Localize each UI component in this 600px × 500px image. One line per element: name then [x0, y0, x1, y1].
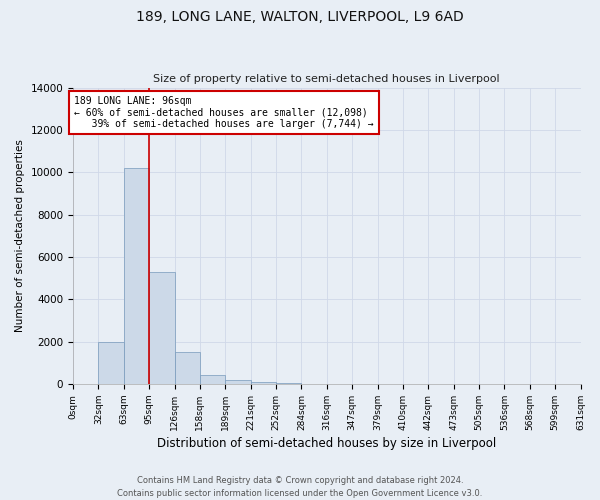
- Text: 189 LONG LANE: 96sqm
← 60% of semi-detached houses are smaller (12,098)
   39% o: 189 LONG LANE: 96sqm ← 60% of semi-detac…: [74, 96, 374, 129]
- Y-axis label: Number of semi-detached properties: Number of semi-detached properties: [15, 140, 25, 332]
- Bar: [98, 342, 124, 384]
- Bar: [251, 382, 276, 384]
- Text: 189, LONG LANE, WALTON, LIVERPOOL, L9 6AD: 189, LONG LANE, WALTON, LIVERPOOL, L9 6A…: [136, 10, 464, 24]
- Bar: [149, 272, 175, 384]
- Title: Size of property relative to semi-detached houses in Liverpool: Size of property relative to semi-detach…: [154, 74, 500, 84]
- Bar: [200, 375, 225, 384]
- Bar: [225, 380, 251, 384]
- Bar: [276, 383, 301, 384]
- Bar: [124, 168, 149, 384]
- Text: Contains HM Land Registry data © Crown copyright and database right 2024.
Contai: Contains HM Land Registry data © Crown c…: [118, 476, 482, 498]
- Bar: [175, 352, 200, 384]
- X-axis label: Distribution of semi-detached houses by size in Liverpool: Distribution of semi-detached houses by …: [157, 437, 496, 450]
